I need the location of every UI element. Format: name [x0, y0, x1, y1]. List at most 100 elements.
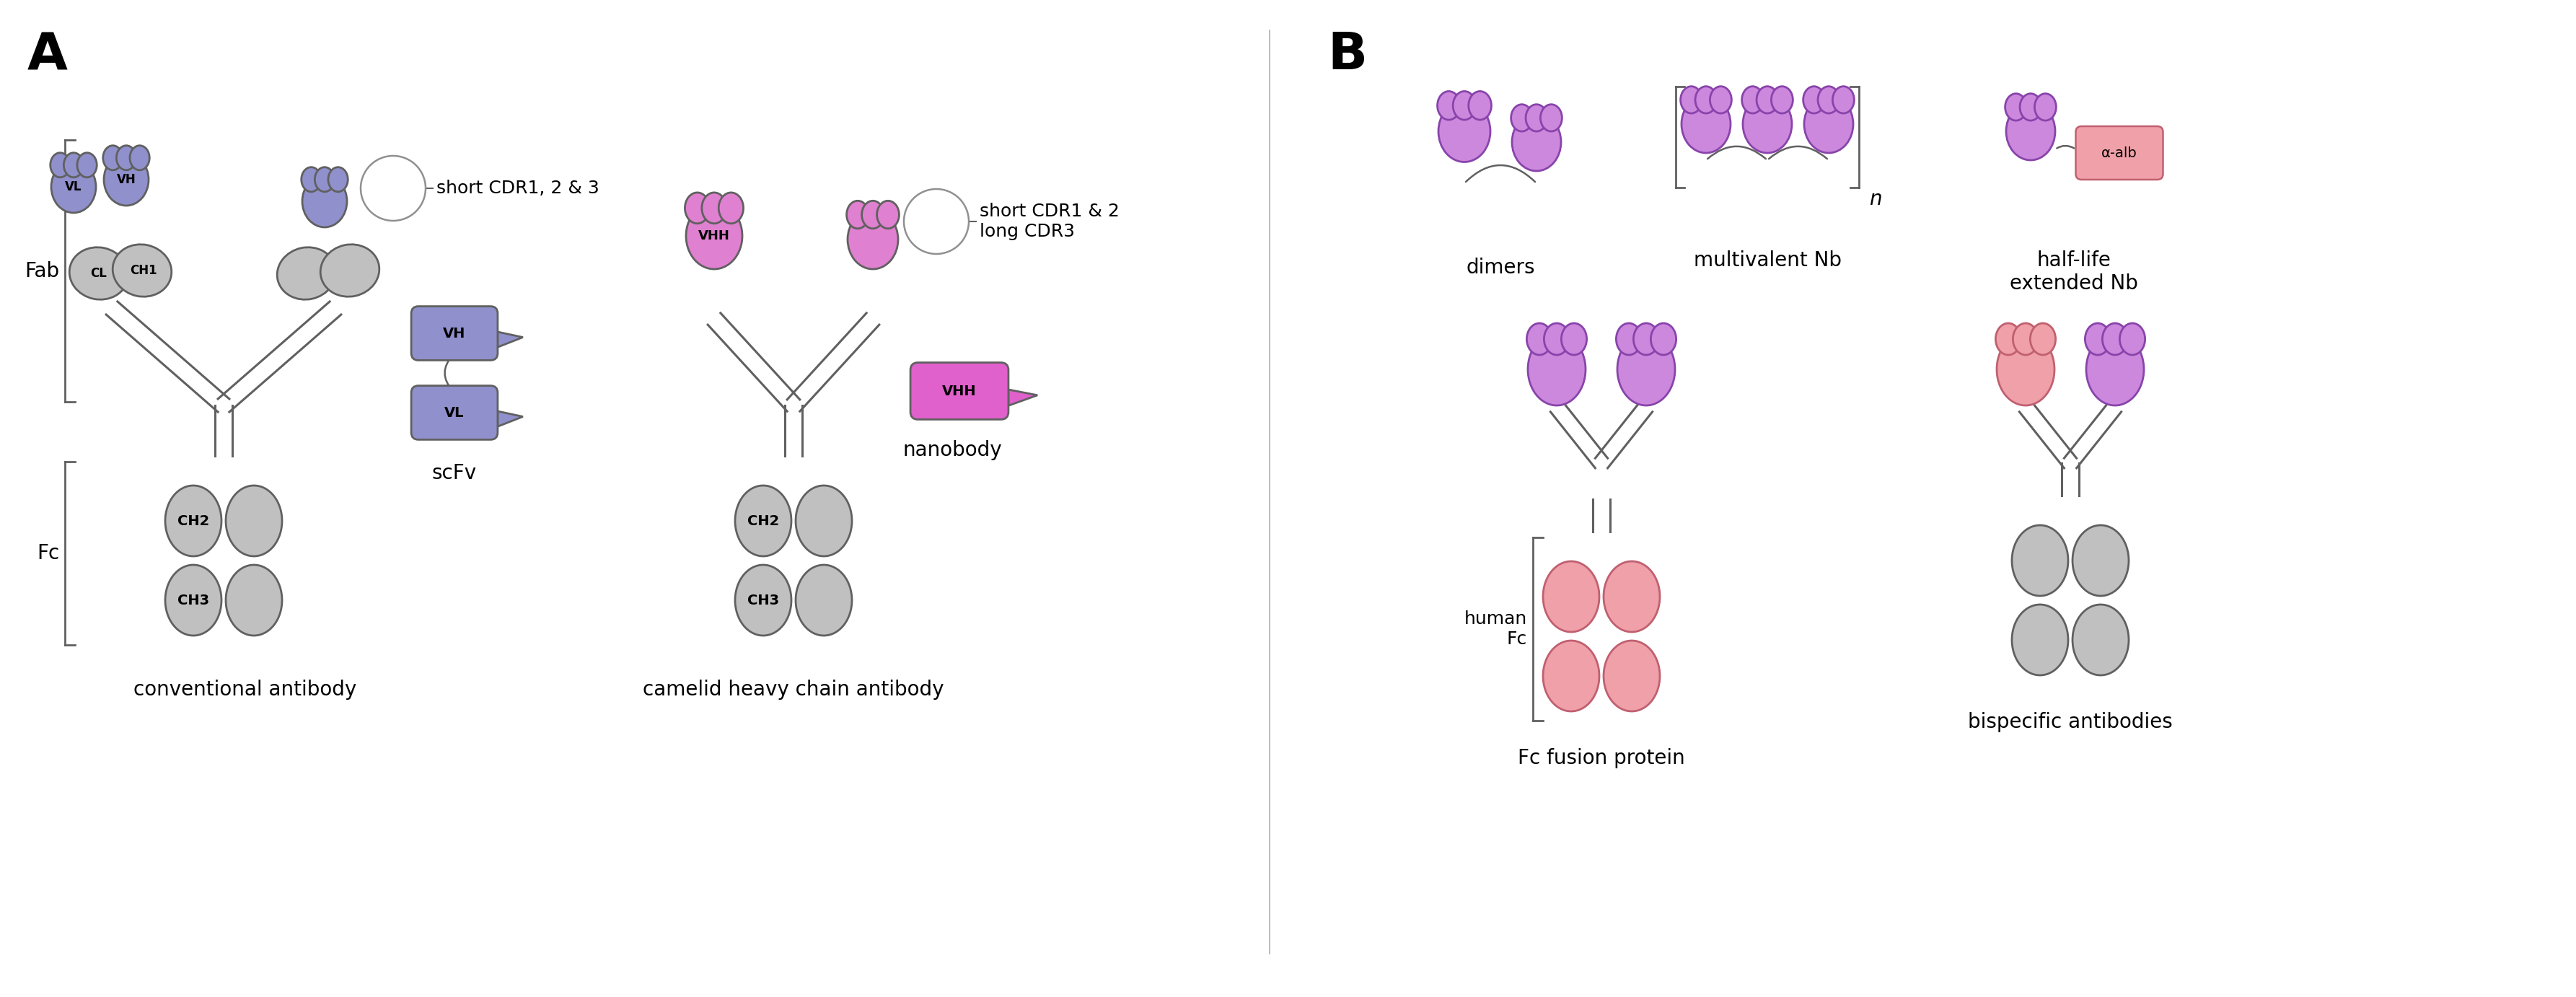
Ellipse shape — [1741, 87, 1765, 114]
Ellipse shape — [52, 153, 70, 177]
Ellipse shape — [2012, 604, 2069, 675]
Circle shape — [361, 156, 425, 220]
Text: α-alb: α-alb — [2102, 147, 2138, 160]
Ellipse shape — [1543, 323, 1569, 355]
Text: Fc: Fc — [36, 543, 59, 563]
Ellipse shape — [1682, 96, 1731, 153]
Text: VHH: VHH — [943, 384, 976, 398]
Text: bispecific antibodies: bispecific antibodies — [1968, 712, 2172, 732]
Ellipse shape — [1680, 87, 1703, 114]
Text: conventional antibody: conventional antibody — [134, 680, 358, 700]
FancyBboxPatch shape — [2076, 127, 2164, 179]
Ellipse shape — [685, 202, 742, 269]
Text: VL: VL — [446, 406, 464, 420]
Ellipse shape — [1996, 333, 2056, 406]
Ellipse shape — [2087, 333, 2143, 406]
Ellipse shape — [113, 244, 173, 297]
Ellipse shape — [116, 146, 137, 170]
Ellipse shape — [2020, 94, 2040, 121]
Ellipse shape — [301, 175, 348, 227]
Text: CL: CL — [90, 267, 108, 280]
Text: multivalent Nb: multivalent Nb — [1692, 250, 1842, 270]
Ellipse shape — [1528, 323, 1553, 355]
Text: dimers: dimers — [1466, 257, 1535, 278]
Text: CH1: CH1 — [129, 264, 157, 277]
Ellipse shape — [848, 200, 868, 228]
Ellipse shape — [1543, 641, 1600, 711]
Text: human
Fc: human Fc — [1463, 610, 1528, 648]
Ellipse shape — [734, 486, 791, 556]
Text: Fc fusion protein: Fc fusion protein — [1517, 748, 1685, 769]
Ellipse shape — [796, 565, 853, 635]
Ellipse shape — [1803, 96, 1852, 153]
Ellipse shape — [1543, 561, 1600, 632]
Ellipse shape — [301, 167, 322, 191]
Ellipse shape — [103, 154, 149, 205]
Ellipse shape — [2074, 604, 2128, 675]
Text: B: B — [1327, 30, 1368, 80]
Ellipse shape — [2012, 323, 2038, 355]
Ellipse shape — [165, 486, 222, 556]
Ellipse shape — [2012, 525, 2069, 596]
Ellipse shape — [1437, 101, 1492, 162]
Ellipse shape — [876, 200, 899, 228]
Ellipse shape — [103, 146, 124, 170]
Ellipse shape — [1512, 114, 1561, 170]
Ellipse shape — [1437, 92, 1461, 120]
Ellipse shape — [278, 247, 335, 299]
Ellipse shape — [1512, 105, 1533, 132]
Text: short CDR1, 2 & 3: short CDR1, 2 & 3 — [435, 179, 600, 197]
Text: VHH: VHH — [698, 229, 729, 242]
Ellipse shape — [1453, 92, 1476, 120]
Text: VL: VL — [64, 180, 82, 193]
Ellipse shape — [848, 210, 899, 269]
Ellipse shape — [227, 565, 281, 635]
Ellipse shape — [2007, 103, 2056, 161]
Text: CH3: CH3 — [178, 593, 209, 607]
Text: half-life
extended Nb: half-life extended Nb — [2009, 250, 2138, 294]
Ellipse shape — [1561, 323, 1587, 355]
Ellipse shape — [863, 200, 884, 228]
Ellipse shape — [1468, 92, 1492, 120]
Ellipse shape — [319, 244, 379, 297]
Ellipse shape — [719, 192, 744, 223]
Ellipse shape — [314, 167, 335, 191]
Ellipse shape — [1528, 333, 1587, 406]
Ellipse shape — [1695, 87, 1716, 114]
Ellipse shape — [2120, 323, 2146, 355]
Text: VH: VH — [443, 326, 466, 340]
Text: n: n — [1870, 189, 1883, 209]
FancyBboxPatch shape — [412, 386, 497, 440]
Ellipse shape — [1772, 87, 1793, 114]
Ellipse shape — [1651, 323, 1677, 355]
Ellipse shape — [2030, 323, 2056, 355]
Ellipse shape — [701, 192, 726, 223]
Ellipse shape — [1525, 105, 1548, 132]
Ellipse shape — [165, 565, 222, 635]
Ellipse shape — [796, 486, 853, 556]
Ellipse shape — [1996, 323, 2022, 355]
Ellipse shape — [1710, 87, 1731, 114]
Text: camelid heavy chain antibody: camelid heavy chain antibody — [644, 680, 943, 700]
Ellipse shape — [734, 565, 791, 635]
Ellipse shape — [2035, 94, 2056, 121]
Ellipse shape — [2084, 323, 2110, 355]
Text: A: A — [28, 30, 67, 80]
Ellipse shape — [77, 153, 98, 177]
Ellipse shape — [1757, 87, 1777, 114]
Text: CH2: CH2 — [178, 514, 209, 527]
Ellipse shape — [1618, 333, 1674, 406]
Text: CH2: CH2 — [747, 514, 778, 527]
Ellipse shape — [1615, 323, 1641, 355]
Ellipse shape — [1605, 641, 1659, 711]
Text: Fab: Fab — [23, 261, 59, 281]
Polygon shape — [497, 332, 523, 347]
Text: VH: VH — [116, 173, 137, 186]
Ellipse shape — [1819, 87, 1839, 114]
Ellipse shape — [1540, 105, 1561, 132]
FancyBboxPatch shape — [412, 306, 497, 360]
Text: scFv: scFv — [433, 464, 477, 484]
Ellipse shape — [2074, 525, 2128, 596]
Ellipse shape — [52, 161, 95, 212]
Ellipse shape — [1832, 87, 1855, 114]
